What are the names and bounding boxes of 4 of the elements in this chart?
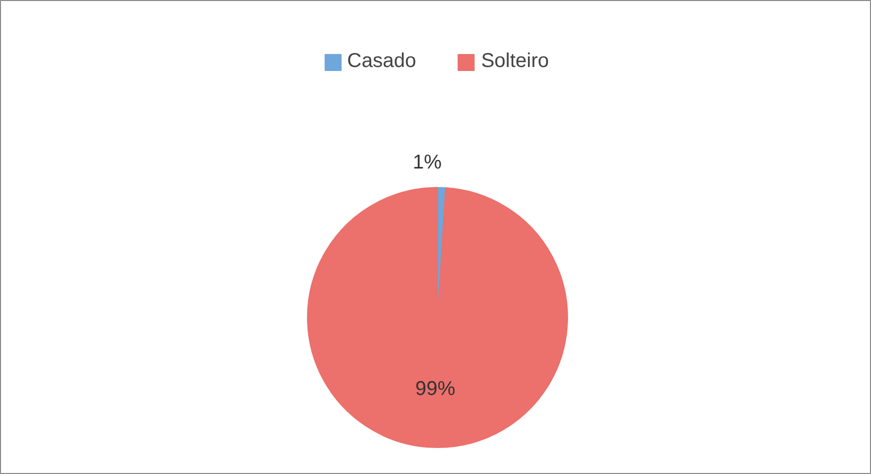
data-label: 1%: [412, 152, 442, 174]
legend-label: Casado: [347, 50, 416, 73]
legend-label: Solteiro: [481, 50, 549, 73]
data-label: 99%: [415, 378, 456, 400]
